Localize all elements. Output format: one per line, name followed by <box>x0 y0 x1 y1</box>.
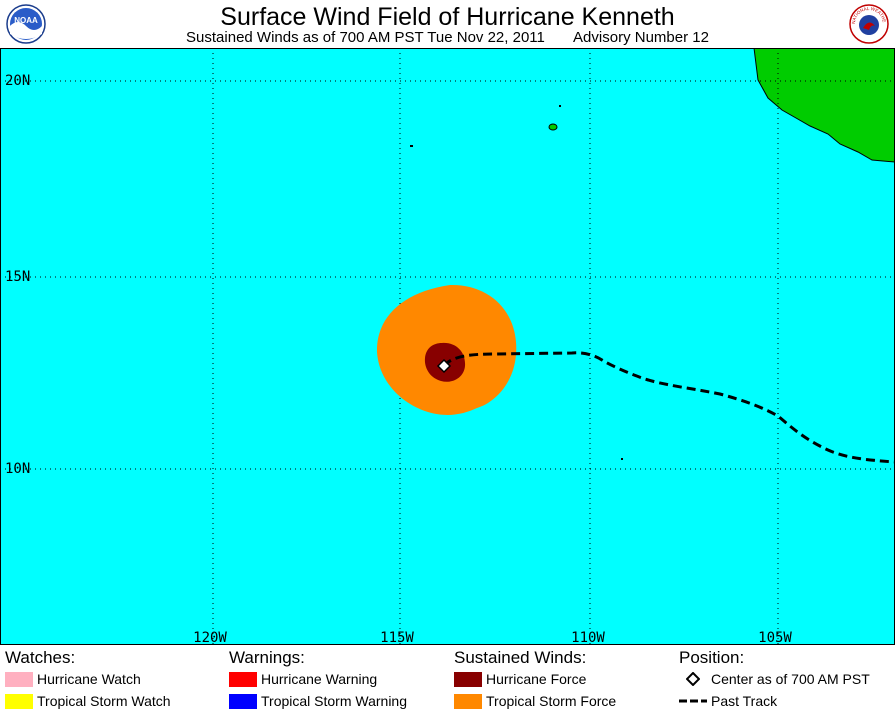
lon-label: 115W <box>380 630 414 645</box>
legend-item: Tropical Storm Warning <box>229 690 407 712</box>
center-diamond-icon <box>679 672 707 687</box>
island <box>621 458 623 460</box>
lat-label: 15N <box>5 269 30 285</box>
subtitle-time: Sustained Winds as of 700 AM PST Tue Nov… <box>186 29 545 46</box>
legend-item: Hurricane Watch <box>5 668 171 690</box>
legend-warnings-heading: Warnings: <box>229 648 305 667</box>
island <box>559 105 561 107</box>
nws-logo-icon: NATIONAL WEATHER SERVICE <box>849 4 889 44</box>
island <box>410 145 413 147</box>
legend-label: Tropical Storm Watch <box>37 693 171 709</box>
hurricane-force-swatch <box>454 671 482 687</box>
past-track-line <box>442 351 895 464</box>
noaa-logo-text: NOAA <box>14 16 38 25</box>
legend-label: Hurricane Force <box>486 671 587 687</box>
legend-winds: Sustained Winds: Hurricane Force Tropica… <box>454 648 616 712</box>
legend-warnings: Warnings: Hurricane Warning Tropical Sto… <box>229 648 407 712</box>
legend: Watches: Hurricane Watch Tropical Storm … <box>0 645 895 716</box>
legend-label: Hurricane Watch <box>37 671 141 687</box>
lat-label: 10N <box>5 461 30 477</box>
legend-item: Past Track <box>679 690 870 712</box>
noaa-logo-icon: NOAA <box>6 4 46 44</box>
lon-label: 110W <box>571 630 605 645</box>
graticule <box>0 48 895 645</box>
legend-label: Hurricane Warning <box>261 671 378 687</box>
lat-label: 20N <box>5 73 30 89</box>
legend-label: Tropical Storm Warning <box>261 693 408 709</box>
legend-position: Position: Center as of 700 AM PST Past T… <box>679 648 870 712</box>
lon-label: 120W <box>193 630 227 645</box>
lon-label: 105W <box>758 630 792 645</box>
map-title: Surface Wind Field of Hurricane Kenneth <box>220 3 675 31</box>
subtitle-advisory: Advisory Number 12 <box>573 29 709 46</box>
legend-item: Tropical Storm Force <box>454 690 616 712</box>
mexico-landmass <box>753 48 895 163</box>
past-track-icon <box>679 694 707 709</box>
legend-winds-heading: Sustained Winds: <box>454 648 587 667</box>
legend-item: Hurricane Force <box>454 668 616 690</box>
wind-field-map: 20N 15N 10N 120W 115W 110W 105W <box>0 48 895 645</box>
legend-watches: Watches: Hurricane Watch Tropical Storm … <box>5 648 171 712</box>
legend-item: Hurricane Warning <box>229 668 407 690</box>
legend-watches-heading: Watches: <box>5 648 76 667</box>
legend-item: Center as of 700 AM PST <box>679 668 870 690</box>
legend-position-heading: Position: <box>679 648 745 667</box>
hurricane-warning-swatch <box>229 671 257 687</box>
tropical-storm-watch-swatch <box>5 693 33 709</box>
legend-label: Center as of 700 AM PST <box>711 671 870 687</box>
tropical-storm-force-swatch <box>454 693 482 709</box>
island <box>548 123 558 131</box>
map-subtitle: Sustained Winds as of 700 AM PST Tue Nov… <box>0 29 895 47</box>
hurricane-watch-swatch <box>5 671 33 687</box>
storm-center-icon <box>436 358 452 374</box>
legend-label: Tropical Storm Force <box>486 693 617 709</box>
tropical-storm-warning-swatch <box>229 693 257 709</box>
legend-label: Past Track <box>711 693 778 709</box>
legend-item: Tropical Storm Watch <box>5 690 171 712</box>
